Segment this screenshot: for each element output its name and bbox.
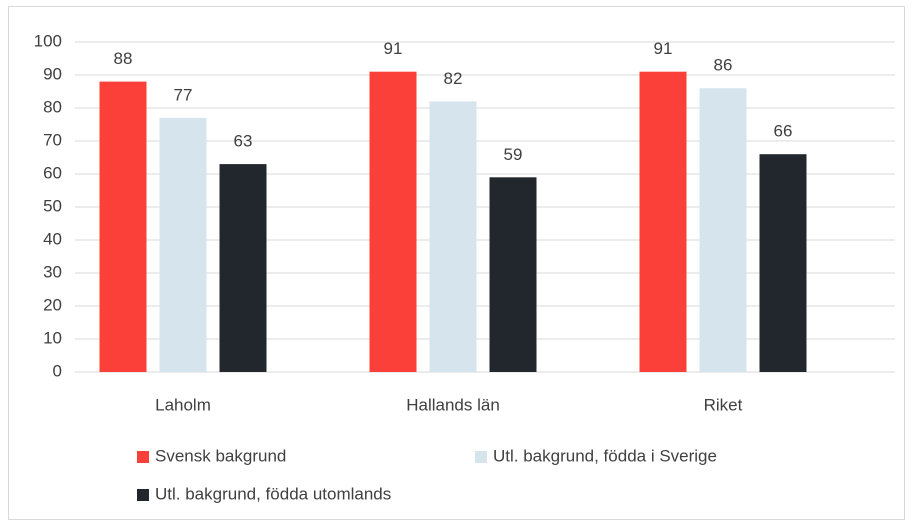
y-tick-label: 0 (53, 361, 62, 380)
y-tick-label: 40 (43, 229, 62, 248)
y-tick-label: 30 (43, 262, 62, 281)
bar (429, 101, 477, 373)
data-label: 91 (654, 39, 673, 58)
y-tick-label: 100 (34, 31, 62, 50)
bar (639, 71, 687, 372)
bar (759, 154, 807, 372)
legend-label: Svensk bakgrund (155, 446, 286, 465)
bar (99, 81, 147, 372)
y-tick-label: 50 (43, 196, 62, 215)
data-label: 77 (174, 85, 193, 104)
legend-swatch (137, 451, 149, 463)
y-tick-label: 80 (43, 97, 62, 116)
bar (369, 71, 417, 372)
x-tick-label: Laholm (155, 395, 211, 414)
legend-swatch (475, 451, 487, 463)
bar (699, 88, 747, 372)
bar (159, 117, 207, 373)
data-label: 59 (504, 145, 523, 164)
data-label: 91 (384, 39, 403, 58)
y-tick-label: 70 (43, 130, 62, 149)
bar (219, 164, 267, 372)
x-tick-label: Hallands län (406, 395, 500, 414)
legend-label: Utl. bakgrund, födda i Sverige (493, 446, 717, 465)
legend-label: Utl. bakgrund, födda utomlands (155, 484, 391, 503)
data-label: 63 (234, 132, 253, 151)
y-tick-label: 20 (43, 295, 62, 314)
y-tick-label: 10 (43, 328, 62, 347)
data-label: 86 (714, 56, 733, 75)
y-tick-label: 90 (43, 64, 62, 83)
data-label: 82 (444, 69, 463, 88)
legend-swatch (137, 489, 149, 501)
data-label: 66 (774, 122, 793, 141)
data-label: 88 (114, 49, 133, 68)
x-tick-label: Riket (704, 395, 743, 414)
y-tick-label: 60 (43, 163, 62, 182)
bar (489, 177, 537, 372)
